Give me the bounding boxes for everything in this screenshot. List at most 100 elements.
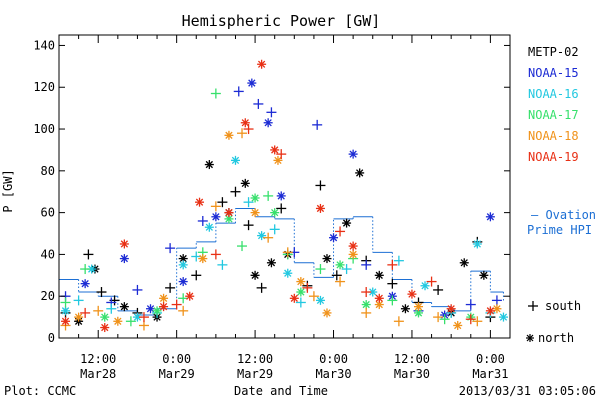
legend-item: NOAA-16 — [528, 87, 579, 101]
north-point — [119, 239, 129, 249]
y-tick-label: 0 — [48, 331, 55, 345]
north-point — [348, 249, 358, 259]
north-point — [224, 130, 234, 140]
y-axis-label: P [GW] — [1, 169, 15, 212]
north-point — [100, 312, 110, 322]
north-point — [270, 145, 280, 155]
x-tick-time-label: 0:00 — [476, 352, 505, 366]
south-point — [60, 297, 71, 308]
south-point — [465, 314, 476, 325]
north-point — [315, 203, 325, 213]
marker-key: south north — [526, 299, 581, 345]
north-point — [185, 291, 195, 301]
south-point — [276, 149, 287, 160]
south-point — [178, 293, 189, 304]
x-tick-time-label: 12:00 — [80, 352, 116, 366]
ovation-hpi-trace — [59, 207, 504, 316]
chart-title: Hemispheric Power [GW] — [182, 12, 381, 30]
south-point — [295, 297, 306, 308]
north-point — [335, 260, 345, 270]
south-point — [491, 295, 502, 306]
south-point — [315, 264, 326, 275]
south-point — [96, 287, 107, 298]
south-point — [132, 284, 143, 295]
north-point — [159, 302, 169, 312]
north-point — [498, 312, 508, 322]
north-point — [446, 304, 456, 314]
south-point — [243, 197, 254, 208]
north-point — [289, 293, 299, 303]
south-point — [210, 201, 221, 212]
north-point — [250, 270, 260, 280]
legend: METP-02 NOAA-15 NOAA-16 NOAA-17 NOAA-18 NOAA-… — [528, 45, 579, 164]
north-point — [322, 308, 332, 318]
south-point — [256, 282, 267, 293]
y-tick-label: 20 — [41, 289, 55, 303]
south-point — [80, 264, 91, 275]
north-point — [407, 289, 417, 299]
north-point — [479, 270, 489, 280]
north-point — [119, 254, 129, 264]
legend-item: NOAA-17 — [528, 108, 579, 122]
south-point — [393, 255, 404, 266]
north-point — [315, 295, 325, 305]
north-point — [152, 306, 162, 316]
y-tick-label: 40 — [41, 247, 55, 261]
north-point — [146, 304, 156, 314]
south-point — [191, 251, 202, 262]
south-point — [243, 124, 254, 135]
south-point — [233, 86, 244, 97]
north-point — [348, 149, 358, 159]
north-point — [113, 316, 123, 326]
north-point — [119, 302, 129, 312]
legend-item: NOAA-15 — [528, 66, 579, 80]
north-point — [178, 260, 188, 270]
south-point — [210, 88, 221, 99]
x-axis: 12:00Mar280:00Mar2912:00Mar290:00Mar3012… — [78, 35, 508, 381]
north-point — [413, 302, 423, 312]
north-point — [355, 168, 365, 178]
south-point — [191, 270, 202, 281]
south-point — [387, 295, 398, 306]
north-point — [361, 300, 371, 310]
plot-frame — [58, 34, 511, 339]
x-tick-time-label: 12:00 — [237, 352, 273, 366]
south-point — [393, 316, 404, 327]
north-point — [459, 258, 469, 268]
south-point — [217, 259, 228, 270]
legend-item: METP-02 — [528, 45, 579, 59]
ovation-legend: – Ovation Prime HPI — [527, 208, 596, 237]
north-point — [224, 208, 234, 218]
y-axis: 0 20 40 60 80 100 120 140 — [33, 38, 510, 345]
north-point — [257, 59, 267, 69]
north-point — [230, 155, 240, 165]
y-tick-label: 120 — [33, 80, 55, 94]
north-marker-icon — [526, 334, 534, 342]
south-point — [276, 203, 287, 214]
north-point — [453, 320, 463, 330]
south-point — [171, 299, 182, 310]
x-tick-date-label: Mar30 — [315, 367, 351, 381]
south-point — [253, 98, 264, 109]
south-point — [472, 316, 483, 327]
south-point — [178, 305, 189, 316]
north-point — [485, 306, 495, 316]
south-point — [269, 224, 280, 235]
south-point — [387, 259, 398, 270]
data-points — [60, 59, 508, 333]
south-point — [125, 316, 136, 327]
north-label: north — [538, 331, 574, 345]
north-point — [400, 304, 410, 314]
north-point — [472, 239, 482, 249]
north-point — [247, 78, 257, 88]
south-point — [217, 197, 228, 208]
x-axis-label: Date and Time — [234, 384, 328, 398]
north-point — [413, 308, 423, 318]
north-point — [374, 300, 384, 310]
legend-item: NOAA-19 — [528, 150, 579, 164]
y-tick-label: 140 — [33, 38, 55, 52]
south-point — [243, 220, 254, 231]
north-point — [329, 233, 339, 243]
south-point — [335, 276, 346, 287]
